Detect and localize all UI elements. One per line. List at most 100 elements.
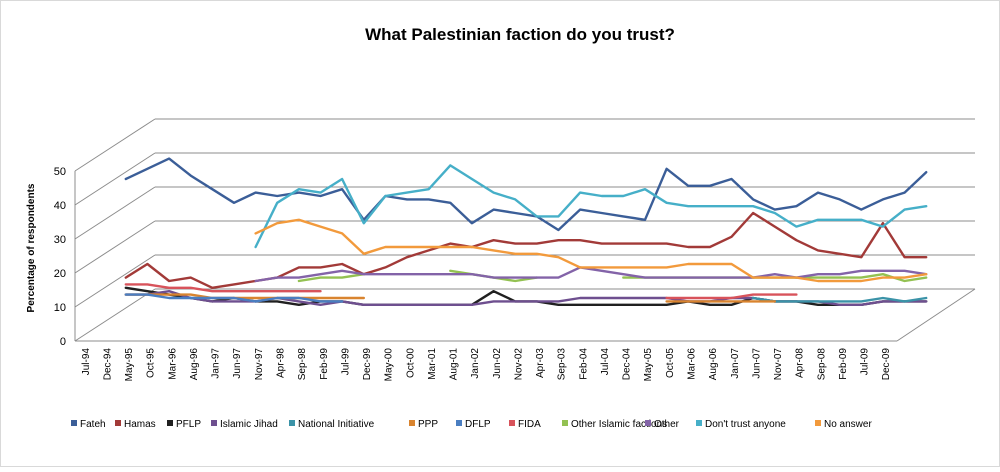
x-tick-label: Nov-97	[254, 348, 265, 381]
y-axis-ticks: 0 10 20 30 40 50	[54, 166, 66, 348]
legend-entry: National Initiative	[298, 419, 375, 430]
legend-swatch	[409, 420, 415, 426]
legend-swatch	[167, 420, 173, 426]
series-national-initiative	[751, 296, 928, 303]
x-tick-label: Aug-01	[449, 348, 460, 381]
y-tick-label: 40	[54, 200, 66, 212]
legend-entry: Hamas	[124, 419, 156, 430]
gridlines	[74, 118, 976, 342]
legend: Fateh Hamas PFLP Islamic Jihad National Init…	[71, 419, 872, 430]
series-fida	[124, 283, 798, 300]
x-tick-label: Aug-06	[708, 348, 719, 381]
series-don-t-trust-anyone	[254, 164, 928, 249]
legend-swatch	[696, 420, 702, 426]
legend-entry: Fateh	[80, 419, 106, 430]
x-tick-label: Dec-99	[362, 348, 373, 381]
x-tick-label: Apr-03	[535, 348, 546, 378]
legend-swatch	[456, 420, 462, 426]
series-line	[254, 266, 928, 283]
chart-title: What Palestinian faction do you trust?	[365, 25, 675, 44]
y-tick-label: 0	[60, 336, 66, 348]
series-line	[254, 218, 928, 283]
x-tick-label: Oct-00	[405, 348, 416, 378]
x-tick-label: Apr-08	[795, 348, 806, 378]
x-tick-label: Feb-09	[838, 348, 849, 380]
x-tick-label: Jan-97	[211, 348, 222, 379]
x-tick-label: Jan-02	[470, 348, 481, 379]
series-fateh	[124, 157, 928, 232]
x-tick-label: Apr-98	[276, 348, 287, 378]
legend-swatch	[71, 420, 77, 426]
series-line	[665, 293, 798, 300]
x-tick-label: Nov-07	[773, 348, 784, 381]
series-line	[297, 273, 365, 283]
series-line	[124, 293, 365, 300]
y-tick-label: 20	[54, 268, 66, 280]
x-tick-label: Jul-94	[81, 348, 92, 376]
legend-entry: Don't trust anyone	[705, 419, 786, 430]
x-tick-label: Aug-96	[189, 348, 200, 381]
x-tick-label: Jul-04	[600, 348, 611, 376]
x-tick-label: Mar-06	[687, 348, 698, 380]
x-tick-label: Jul-09	[860, 348, 871, 376]
y-axis-label: Percentage of respondents	[26, 183, 37, 312]
x-tick-label: Nov-02	[513, 348, 524, 381]
x-tick-label: Oct-05	[665, 348, 676, 378]
x-tick-label: Dec-94	[102, 348, 113, 381]
x-tick-label: Dec-09	[881, 348, 892, 381]
series-line	[124, 293, 344, 303]
legend-swatch	[562, 420, 568, 426]
legend-entry: Other Islamic factions	[571, 419, 667, 430]
x-tick-label: May-00	[384, 348, 395, 382]
series-line	[124, 283, 322, 293]
series-ppp	[124, 293, 776, 303]
x-tick-label: Sep-03	[557, 348, 568, 381]
x-tick-label: Feb-04	[578, 348, 589, 380]
gridline-side	[74, 288, 156, 342]
gridline-side	[74, 254, 156, 308]
x-tick-label: Sep-08	[816, 348, 827, 381]
legend-entry: PFLP	[176, 419, 201, 430]
legend-swatch	[815, 420, 821, 426]
x-axis-ticks: Jul-94 Dec-94 May-95 Oct-95 Mar-96 Aug-96 Jan-…	[81, 348, 892, 382]
series-other	[254, 266, 928, 283]
gridline-side	[74, 186, 156, 240]
legend-entry: DFLP	[465, 419, 491, 430]
series-lines	[124, 157, 928, 306]
legend-entry: Other	[654, 419, 680, 430]
x-tick-label: May-05	[643, 348, 654, 382]
legend-entry: Islamic Jihad	[220, 419, 278, 430]
legend-swatch	[509, 420, 515, 426]
x-tick-label: Jun-97	[232, 348, 243, 379]
gridline-side	[74, 118, 156, 172]
series-line	[751, 296, 928, 303]
series-line	[124, 157, 928, 232]
floor-edge	[896, 288, 976, 342]
legend-swatch	[211, 420, 217, 426]
x-tick-label: Jan-07	[730, 348, 741, 379]
y-tick-label: 30	[54, 234, 66, 246]
legend-entry: PPP	[418, 419, 438, 430]
legend-swatch	[289, 420, 295, 426]
x-tick-label: Mar-01	[427, 348, 438, 380]
x-tick-label: Jun-02	[492, 348, 503, 379]
legend-entry: FIDA	[518, 419, 541, 430]
x-tick-label: Jun-07	[751, 348, 762, 379]
x-tick-label: Oct-95	[146, 348, 157, 378]
x-tick-label: Dec-04	[622, 348, 633, 381]
series-line	[254, 164, 928, 249]
legend-swatch	[645, 420, 651, 426]
gridline-side	[74, 152, 156, 206]
y-tick-label: 10	[54, 302, 66, 314]
x-tick-label: Jul-99	[340, 348, 351, 376]
y-tick-label: 50	[54, 166, 66, 178]
legend-entry: No answer	[824, 419, 872, 430]
x-tick-label: Sep-98	[297, 348, 308, 381]
gridline-side	[74, 220, 156, 274]
x-tick-label: Mar-96	[167, 348, 178, 380]
x-tick-label: Feb-99	[319, 348, 330, 380]
x-tick-label: May-95	[124, 348, 135, 382]
